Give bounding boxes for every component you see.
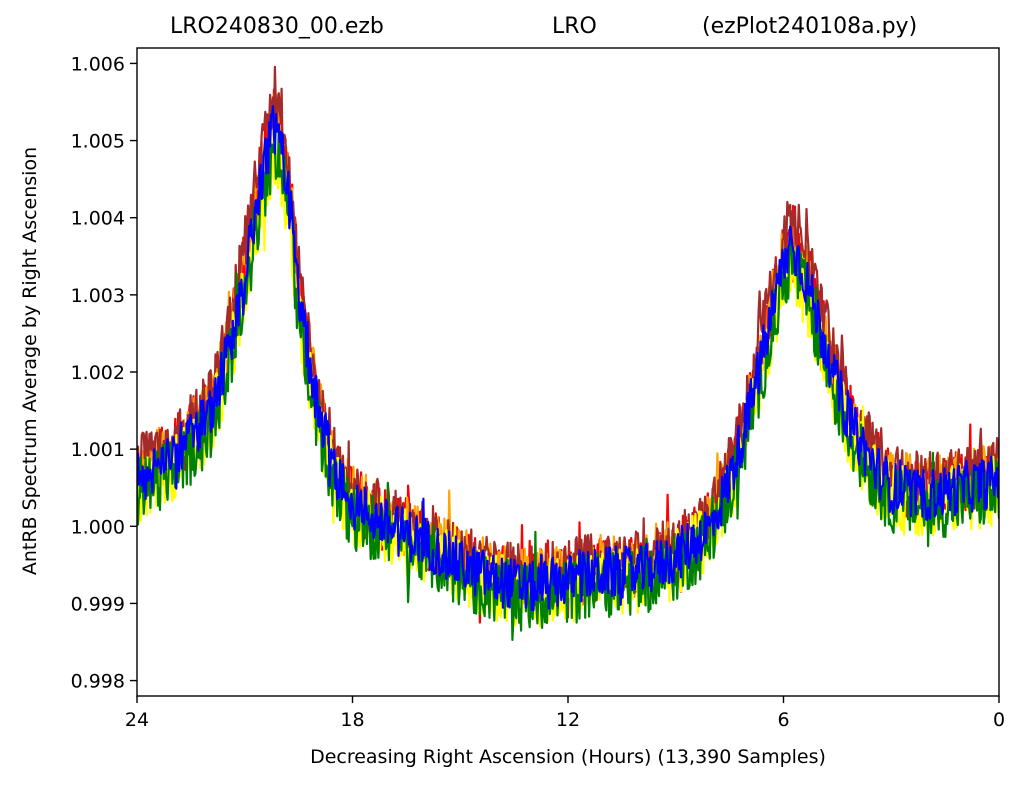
y-axis-label: AntRB Spectrum Average by Right Ascensio… [19,146,41,576]
y-tick-label: 1.004 [71,208,125,230]
x-tick-label: 0 [993,709,1005,731]
y-axis-ticks: 0.998 0.999 1.000 1.001 1.002 1.003 1.004 1.005… [71,53,137,693]
series-line-5 [137,105,999,612]
chart-title-script: (ezPlot240108a.py) [702,14,918,39]
y-tick-label: 1.002 [71,362,125,384]
y-tick-label: 0.999 [71,593,125,615]
x-tick-label: 6 [777,709,789,731]
chart-title-station: LRO [552,14,597,39]
y-tick-label: 1.006 [71,53,125,75]
x-tick-label: 12 [556,709,580,731]
y-tick-label: 1.003 [71,285,125,307]
y-tick-label: 1.005 [71,131,125,153]
y-tick-label: 1.000 [71,516,125,538]
x-axis-ticks: 24 18 12 6 0 [125,696,1005,731]
y-tick-label: 1.001 [71,439,125,461]
series-layer [137,65,999,641]
x-tick-label: 18 [340,709,364,731]
x-axis-label: Decreasing Right Ascension (Hours) (13,3… [310,746,826,768]
y-tick-label: 0.998 [71,671,125,693]
x-tick-label: 24 [125,709,149,731]
chart-title-filename: LRO240830_00.ezb [170,14,384,39]
